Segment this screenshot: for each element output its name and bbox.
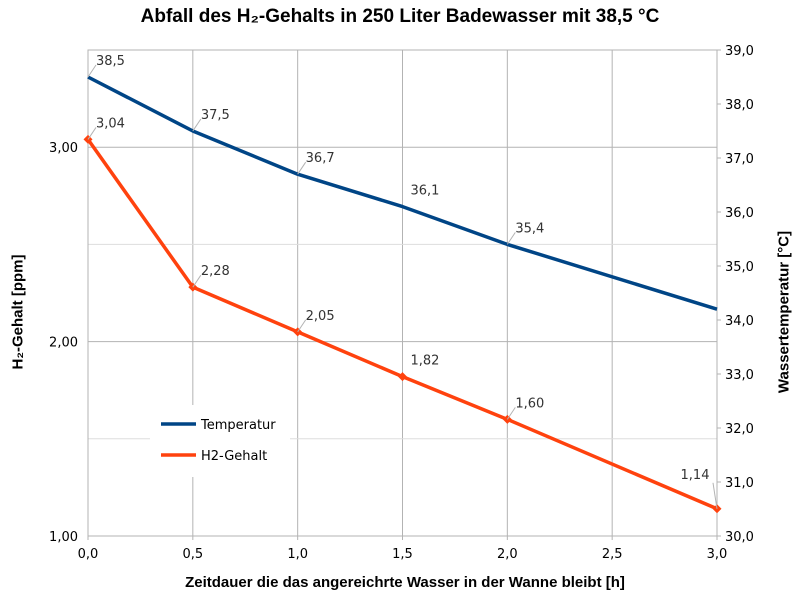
x-tick-label: 3,0 (707, 547, 728, 562)
grid (87, 49, 718, 537)
y-right-tick-label: 36,0 (725, 206, 754, 221)
data-label: 3,04 (96, 116, 125, 131)
x-tick-label: 2,5 (602, 547, 623, 562)
data-label: 1,82 (411, 354, 440, 369)
data-label: 38,5 (96, 54, 125, 69)
x-tick-label: 1,0 (287, 547, 308, 562)
data-label-leader (297, 319, 307, 333)
x-axis-label: Zeitdauer die das angereichrte Wasser in… (185, 574, 625, 591)
y-right-tick-label: 37,0 (725, 152, 754, 167)
legend: Temperatur H2-Gehalt (150, 405, 290, 477)
data-label-leader (87, 127, 97, 140)
series-h2-gehalt: 3,04 2,28 2,05 1,82 1,60 1,14 (83, 116, 722, 514)
data-label-leader (297, 161, 307, 175)
y-right-tick-label: 32,0 (725, 422, 754, 437)
data-label: 1,14 (681, 468, 710, 483)
series-layer: 38,5 37,5 36,7 36,1 35,4 3,04 2,28 2,05 1,82 1,60… (83, 54, 722, 514)
data-label-leader (712, 482, 718, 509)
data-label: 2,28 (201, 264, 230, 279)
legend-entry: H2-Gehalt (201, 449, 267, 464)
y-axis-right-label: Wassertemperatur [°C] (775, 230, 793, 394)
data-label-leader (192, 274, 202, 288)
y-right-tick-label: 38,0 (725, 98, 754, 113)
chart-title: Abfall des H₂-Gehalts in 250 Liter Badew… (140, 6, 660, 27)
data-point (398, 372, 407, 382)
y-right-tick-label: 33,0 (725, 368, 754, 383)
data-label: 36,7 (306, 151, 335, 166)
series-temperatur: 38,5 37,5 36,7 36,1 35,4 (87, 54, 718, 311)
x-tick-label: 0,0 (78, 547, 99, 562)
data-label: 35,4 (515, 221, 544, 236)
x-tick-label: 2,0 (497, 547, 518, 562)
data-label: 37,5 (201, 108, 230, 123)
data-label-leader (192, 118, 202, 132)
y-right-tick-label: 35,0 (725, 260, 754, 275)
data-label: 1,60 (515, 396, 544, 411)
x-tick-label: 1,5 (392, 547, 413, 562)
y-left-tick-label: 1,00 (49, 530, 78, 545)
y-right-tick-label: 39,0 (725, 44, 754, 59)
data-label-leader (87, 64, 97, 78)
y-left-tick-label: 3,00 (49, 141, 78, 156)
y-right-tick-label: 30,0 (725, 530, 754, 545)
data-label-leader (506, 232, 516, 245)
axes: 0,0 0,5 1,0 1,5 2,0 2,5 3,0 1,00 2,00 3,00 30,0 31,… (49, 44, 754, 562)
series-line (87, 75, 718, 311)
legend-entry: Temperatur (200, 418, 276, 433)
data-label: 36,1 (411, 184, 440, 199)
legend-box (150, 405, 290, 477)
data-label-leader (506, 407, 516, 420)
y-left-tick-label: 2,00 (49, 336, 78, 351)
series-line (86, 138, 718, 511)
data-label: 2,05 (306, 309, 335, 324)
y-axis-left-label: H₂-Gehalt [ppm] (9, 254, 27, 370)
y-right-tick-label: 34,0 (725, 314, 754, 329)
y-right-tick-label: 31,0 (725, 476, 754, 491)
x-tick-label: 0,5 (182, 547, 203, 562)
